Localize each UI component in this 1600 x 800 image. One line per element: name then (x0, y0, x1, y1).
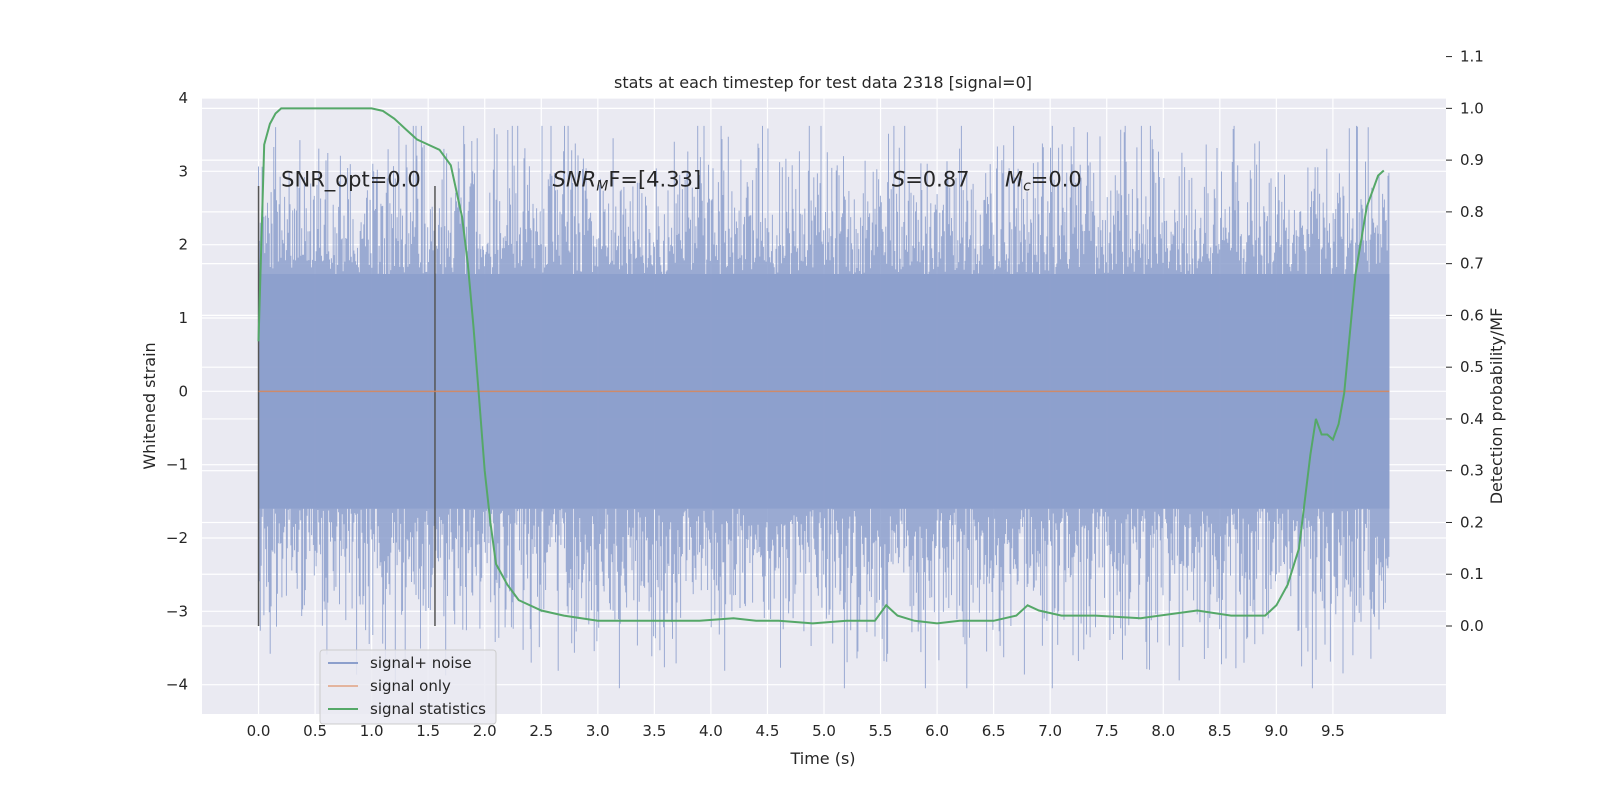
x-tick-label: 7.5 (1095, 722, 1119, 740)
x-tick-label: 5.0 (812, 722, 836, 740)
y2-tick-label: 0.7 (1460, 255, 1484, 273)
y-tick-label: 0 (178, 382, 188, 400)
y2-tick-label: 0.1 (1460, 565, 1484, 583)
y2-tick-label: 0.5 (1460, 358, 1484, 376)
y-tick-label: −4 (166, 676, 188, 694)
legend-label-signal-statistics: signal statistics (370, 700, 486, 718)
x-axis-ticks: 0.0 0.5 1.0 1.5 2.0 2.5 3.0 3.5 4.0 4.5 5.0 5.5 6.0 6… (247, 722, 1345, 740)
x-axis-label: Time (s) (789, 749, 855, 768)
y-tick-label: 4 (178, 89, 188, 107)
legend-label-signal-only: signal only (370, 677, 451, 695)
line-series (257, 107, 1390, 626)
annotation-text: Mc=0.0 (1005, 168, 1082, 195)
x-tick-label: 2.0 (473, 722, 497, 740)
x-tick-label: 0.0 (247, 722, 271, 740)
annotations: SNR_opt=0.0 SNRMF=[4.33] S=0.87 Mc=0.0 (281, 168, 1082, 195)
y2-axis-ticks: 0.0 0.1 0.2 0.3 0.4 0.5 0.6 0.7 0.8 0.9 1.0 1.1 (1446, 48, 1484, 635)
annotation-text: SNRMF=[4.33] (553, 168, 702, 195)
annotation-text: S=0.87 (892, 168, 970, 192)
x-tick-label: 0.5 (303, 722, 327, 740)
x-tick-label: 6.5 (982, 722, 1006, 740)
plot-area: SNR_opt=0.0 SNRMF=[4.33] S=0.87 Mc=0.0 (202, 55, 1446, 714)
x-tick-label: 8.0 (1151, 722, 1175, 740)
y2-tick-label: 0.4 (1460, 410, 1484, 428)
y-tick-label: 3 (178, 162, 188, 180)
x-tick-label: 1.0 (360, 722, 384, 740)
x-tick-label: 1.5 (416, 722, 440, 740)
y2-tick-label: 0.2 (1460, 513, 1484, 531)
legend: signal+ noise signal only signal statist… (319, 649, 497, 725)
legend-label-signal-noise: signal+ noise (370, 654, 472, 672)
y2-tick-label: 0.3 (1460, 462, 1484, 480)
y2-tick-label: 1.0 (1460, 99, 1484, 117)
y-tick-label: 2 (178, 236, 188, 254)
y-axis-ticks: −4 −3 −2 −1 0 1 2 3 4 (166, 89, 188, 694)
x-tick-label: 2.5 (529, 722, 553, 740)
x-tick-label: 4.0 (699, 722, 723, 740)
y2-tick-label: 0.8 (1460, 203, 1484, 221)
x-tick-label: 9.5 (1321, 722, 1345, 740)
chart-title: stats at each timestep for test data 231… (614, 73, 1032, 92)
y2-tick-label: 1.1 (1460, 48, 1484, 66)
x-tick-label: 3.0 (586, 722, 610, 740)
x-tick-label: 9.0 (1264, 722, 1288, 740)
x-tick-label: 3.5 (642, 722, 666, 740)
x-tick-label: 7.0 (1038, 722, 1062, 740)
x-tick-label: 6.0 (925, 722, 949, 740)
signal-statistics-line (257, 107, 1385, 625)
y-tick-label: 1 (178, 309, 188, 327)
y-tick-label: −3 (166, 602, 188, 620)
y2-tick-label: 0.9 (1460, 151, 1484, 169)
x-tick-label: 8.5 (1208, 722, 1232, 740)
y-axis-label: Whitened strain (140, 342, 159, 469)
y-tick-label: −2 (166, 529, 188, 547)
annotation-text: SNR_opt=0.0 (281, 168, 421, 193)
y2-axis-label: Detection probability/MF (1487, 308, 1506, 505)
legend-frame (319, 649, 497, 725)
x-tick-label: 5.5 (869, 722, 893, 740)
y-tick-label: −1 (166, 456, 188, 474)
x-tick-label: 4.5 (756, 722, 780, 740)
y2-tick-label: 0.0 (1460, 617, 1484, 635)
y2-tick-label: 0.6 (1460, 306, 1484, 324)
